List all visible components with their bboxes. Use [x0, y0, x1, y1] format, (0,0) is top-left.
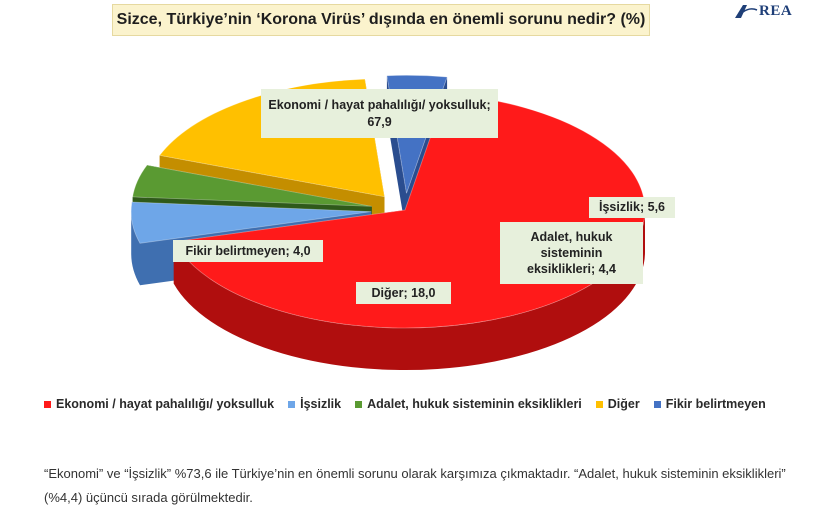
chart-legend: Ekonomi / hayat pahalılığı/ yoksulluk İş… [44, 397, 804, 411]
caption-text: “Ekonomi” ve “İşsizlik” %73,6 ile Türkiy… [44, 466, 786, 505]
pie-slice-2 [132, 164, 372, 207]
legend-swatch [355, 400, 363, 408]
pie-slice-1 [130, 201, 372, 244]
callout-fikir: Fikir belirtmeyen; 4,0 [173, 240, 323, 262]
logo-text: REA [759, 2, 793, 19]
legend-item-ekonomi: Ekonomi / hayat pahalılığı/ yoksulluk [44, 397, 274, 411]
legend-label: Diğer [607, 397, 640, 411]
pie-slice-rim [173, 210, 646, 371]
legend-label: Adalet, hukuk sisteminin eksiklikleri [367, 397, 582, 411]
legend-label: İşsizlik [300, 397, 342, 411]
legend-swatch [44, 400, 51, 408]
chart-title: Sizce, Türkiye’nin ‘Korona Virüs’ dışınd… [112, 4, 650, 36]
brand-logo: REA [734, 2, 792, 20]
pie-slice-rim [131, 211, 140, 286]
legend-item-adalet: Adalet, hukuk sisteminin eksiklikleri [355, 397, 582, 411]
legend-label: Ekonomi / hayat pahalılığı/ yoksulluk [56, 397, 275, 411]
callout-diger: Diğer; 18,0 [356, 282, 451, 304]
legend-swatch [288, 400, 296, 408]
legend-swatch [595, 400, 603, 408]
legend-label: Fikir belirtmeyen [665, 397, 766, 411]
callout-ekonomi: Ekonomi / hayat pahalılığı/ yoksulluk; 6… [261, 89, 498, 138]
legend-item-diger: Diğer [595, 397, 640, 411]
legend-item-fikir: Fikir belirtmeyen [653, 397, 766, 411]
callout-issizlik: İşsizlik; 5,6 [589, 197, 675, 218]
logo-mark-icon [735, 5, 758, 18]
pie-chart [130, 74, 646, 371]
legend-swatch [653, 400, 661, 408]
legend-item-issizlik: İşsizlik [288, 397, 341, 411]
callout-adalet: Adalet, hukuk sisteminin eksiklikleri; 4… [500, 222, 643, 284]
